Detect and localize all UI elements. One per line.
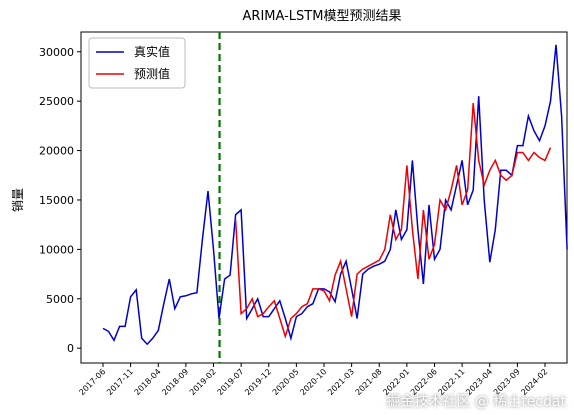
x-tick-label: 2019-12	[243, 367, 273, 397]
x-tick-label: 2018-09	[160, 367, 190, 397]
y-tick-label: 15000	[39, 194, 74, 207]
legend-label-predicted: 预测值	[134, 66, 170, 81]
y-axis-label: 销量	[11, 188, 25, 212]
x-tick-label: 2021-03	[326, 367, 356, 397]
watermark: 掘金技术社区 @ 稀土tecdat	[386, 394, 566, 410]
x-tick-label: 2020-10	[298, 367, 328, 397]
y-tick-label: 10000	[39, 243, 74, 256]
x-tick-label: 2017-11	[105, 367, 135, 397]
y-tick-label: 30000	[39, 46, 74, 59]
y-axis: 0 5000 10000 15000 20000 25000 30000	[39, 46, 81, 355]
x-tick-label: 2017-06	[77, 367, 107, 397]
legend: 真实值 预测值	[88, 37, 186, 89]
y-tick-label: 5000	[46, 293, 74, 306]
x-tick-label: 2020-05	[271, 367, 301, 397]
legend-label-actual: 真实值	[134, 44, 170, 59]
chart-title: ARIMA-LSTM模型预测结果	[243, 9, 402, 24]
x-tick-label: 2018-04	[133, 367, 163, 397]
legend-box	[88, 37, 186, 89]
x-tick-label: 2019-02	[188, 367, 218, 397]
y-tick-label: 25000	[39, 95, 74, 108]
series-line-actual	[102, 44, 568, 346]
y-tick-label: 0	[67, 342, 74, 355]
x-tick-label: 2021-08	[354, 367, 384, 397]
series-line-predicted	[234, 103, 552, 339]
y-tick-label: 20000	[39, 145, 74, 158]
x-tick-label: 2019-07	[216, 367, 246, 397]
